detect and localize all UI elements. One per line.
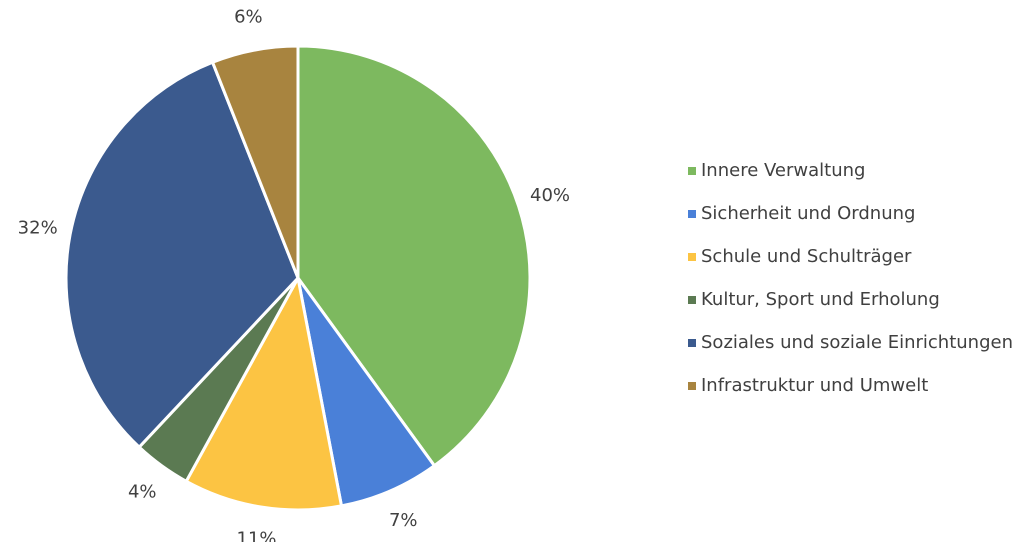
pie-slice [64, 60, 300, 450]
data-label: 11% [237, 529, 277, 542]
legend-marker [688, 296, 696, 304]
legend-label: Sicherheit und Ordnung [701, 203, 915, 224]
legend-marker [688, 253, 696, 261]
data-label: 4% [128, 481, 157, 502]
data-label: 40% [530, 185, 570, 206]
legend-label: Soziales und soziale Einrichtungen [701, 332, 1013, 353]
pie-slice [210, 44, 300, 279]
legend-label: Innere Verwaltung [701, 160, 865, 181]
data-label: 6% [234, 7, 263, 28]
legend-marker [688, 339, 696, 347]
pie-slice [296, 44, 532, 468]
pie-slice [184, 273, 344, 512]
legend-label: Kultur, Sport und Erholung [701, 289, 940, 310]
legend-label: Schule und Schulträger [701, 246, 912, 267]
legend-marker [688, 210, 696, 218]
data-label: 32% [18, 217, 58, 238]
legend-label: Infrastruktur und Umwelt [701, 375, 928, 396]
data-label: 7% [389, 510, 418, 531]
legend-marker [688, 167, 696, 175]
legend-marker [688, 382, 696, 390]
